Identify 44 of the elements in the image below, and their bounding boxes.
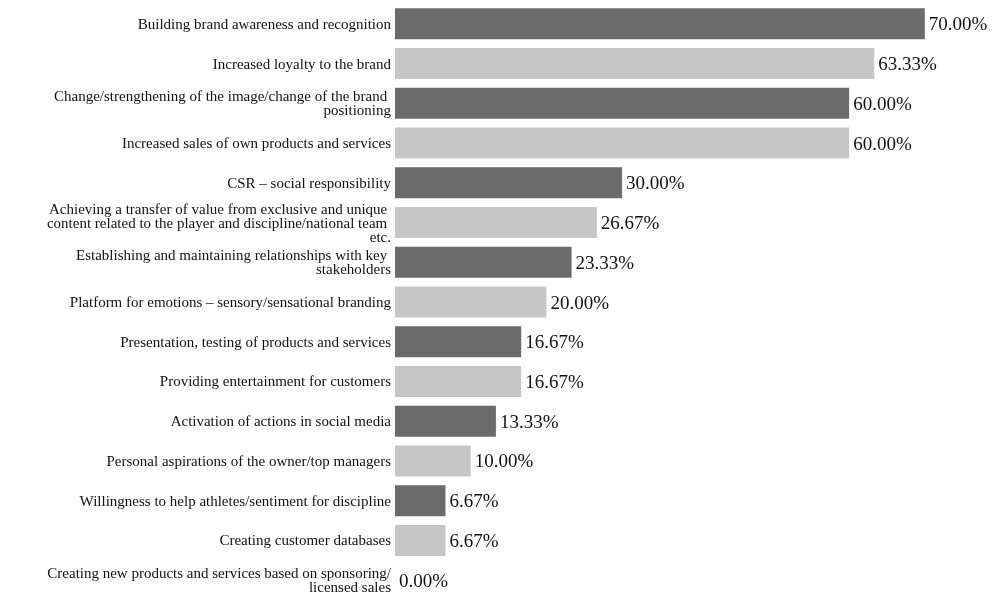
y-tick-label: Creating customer databases (219, 532, 392, 549)
bar (395, 207, 597, 239)
bar (395, 167, 623, 199)
bar (395, 365, 522, 397)
bar (395, 8, 925, 40)
bar (395, 326, 522, 358)
y-tick-label: Willingness to help athletes/sentiment for discipline (79, 492, 392, 509)
y-tick-label: Personal aspirations of the owner/top managers (106, 452, 392, 469)
data-label: 30.00% (626, 172, 685, 194)
data-label: 63.33% (878, 53, 938, 75)
bar (395, 286, 547, 318)
bar (395, 48, 875, 80)
y-tick-label: Increased loyalty to the brand (212, 55, 392, 72)
y-tick-label: Achieving a transfer of value from exclusive and unique content related to the player and discipline/national team etc. (46, 200, 391, 245)
data-label: 10.00% (474, 450, 534, 472)
y-tick-label: Activation of actions in social media (170, 413, 392, 430)
y-tick-label: Building brand awareness and recognition (137, 15, 392, 32)
y-tick-label: Platform for emotions – sensory/sensational branding (69, 294, 392, 310)
data-label: 6.67% (449, 490, 499, 512)
y-tick-label: Providing entertainment for customers (159, 373, 392, 390)
y-tick-label: Increased sales of own products and services (121, 135, 392, 152)
data-label: 26.67% (600, 212, 660, 234)
data-label: 6.67% (449, 529, 499, 551)
data-label: 0.00% (399, 569, 449, 591)
y-tick-label: Change/strengthening of the image/change of the brand positioning (54, 88, 392, 119)
data-label: 70.00% (928, 13, 988, 35)
bar (395, 485, 446, 517)
data-label: 23.33% (575, 251, 635, 273)
y-tick-label: Establishing and maintaining relationships with key stakeholders (76, 247, 392, 278)
bar (395, 246, 572, 278)
data-label: 20.00% (550, 291, 610, 313)
data-label: 60.00% (853, 92, 912, 114)
bar (395, 127, 850, 159)
data-label: 16.67% (525, 370, 584, 392)
data-label: 16.67% (525, 331, 584, 353)
bar (395, 445, 471, 477)
bar (395, 405, 496, 437)
y-tick-label: Creating new products and services based on sponsoring/licensed sales (47, 565, 392, 596)
y-tick-label: Presentation, testing of products and services (120, 333, 392, 350)
y-tick-label: CSR – social responsibility (227, 174, 392, 191)
data-label: 60.00% (853, 132, 912, 154)
bar (395, 524, 446, 556)
data-label: 13.33% (499, 410, 559, 432)
bar (395, 87, 850, 119)
